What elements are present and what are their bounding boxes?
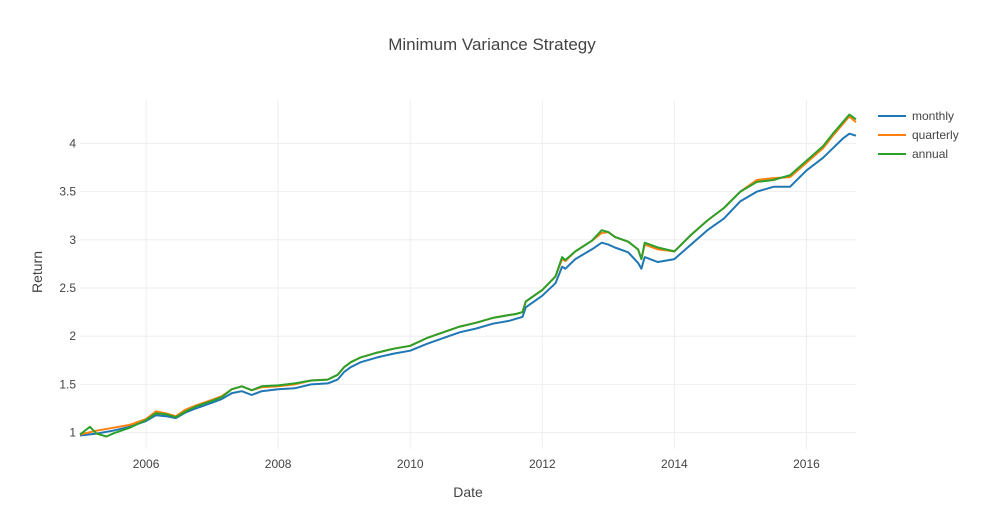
series-line-annual	[79, 113, 857, 438]
y-tick-label: 1	[69, 426, 76, 440]
y-tick-label: 1.5	[59, 377, 76, 391]
legend: monthly quarterly annual	[878, 109, 959, 161]
legend-label-annual: annual	[912, 147, 948, 161]
x-tick-label: 2014	[661, 457, 688, 471]
grid	[80, 100, 856, 449]
series-group	[79, 113, 857, 438]
series-line-monthly	[79, 132, 857, 437]
y-axis: 1 1.5 2 2.5 3 3.5 4	[59, 136, 76, 439]
x-tick-label: 2016	[793, 457, 820, 471]
x-tick-label: 2008	[265, 457, 292, 471]
y-tick-label: 3	[69, 233, 76, 247]
y-tick-label: 2	[69, 329, 76, 343]
y-axis-title: Return	[29, 251, 45, 293]
y-tick-label: 3.5	[59, 185, 76, 199]
x-tick-label: 2006	[133, 457, 160, 471]
y-tick-label: 2.5	[59, 281, 76, 295]
legend-label-monthly: monthly	[912, 109, 954, 123]
y-tick-label: 4	[69, 136, 76, 150]
x-axis: 2006 2008 2010 2012 2014 2016	[133, 457, 820, 471]
x-tick-label: 2012	[529, 457, 556, 471]
x-axis-title: Date	[453, 484, 483, 500]
legend-label-quarterly: quarterly	[912, 128, 959, 142]
chart-title: Minimum Variance Strategy	[388, 35, 596, 54]
x-tick-label: 2010	[397, 457, 424, 471]
series-line-quarterly	[79, 115, 857, 436]
